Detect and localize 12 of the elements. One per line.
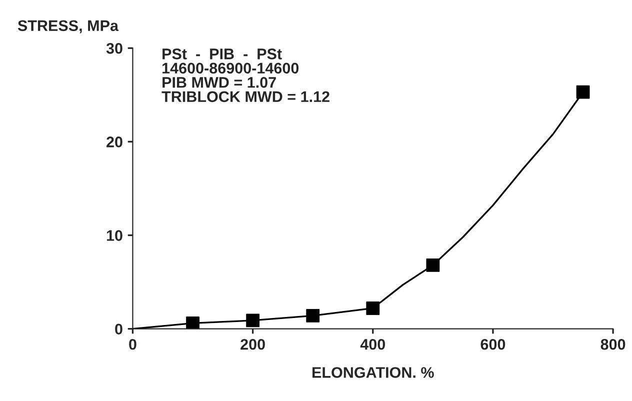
y-tick-label: 0 <box>115 324 122 335</box>
annotation: PSt - PIB - PSt 14600-86900-14600 PIB MWD = 1.07 TRIBLOCK MWD = 1.12 <box>162 48 330 102</box>
x-tick-label: 0 <box>129 338 136 350</box>
x-tick-label: 400 <box>360 338 385 350</box>
x-tick-label: 800 <box>600 338 626 350</box>
x-tick-label: 600 <box>480 338 506 350</box>
y-tick-label: 10 <box>106 230 122 241</box>
x-axis-title: ELONGATION. % <box>312 367 434 378</box>
x-tick-label: 200 <box>240 338 265 350</box>
y-axis-title: STRESS, MPa <box>18 20 119 34</box>
y-tick-label: 30 <box>106 42 122 54</box>
y-tick-label: 20 <box>106 136 122 148</box>
